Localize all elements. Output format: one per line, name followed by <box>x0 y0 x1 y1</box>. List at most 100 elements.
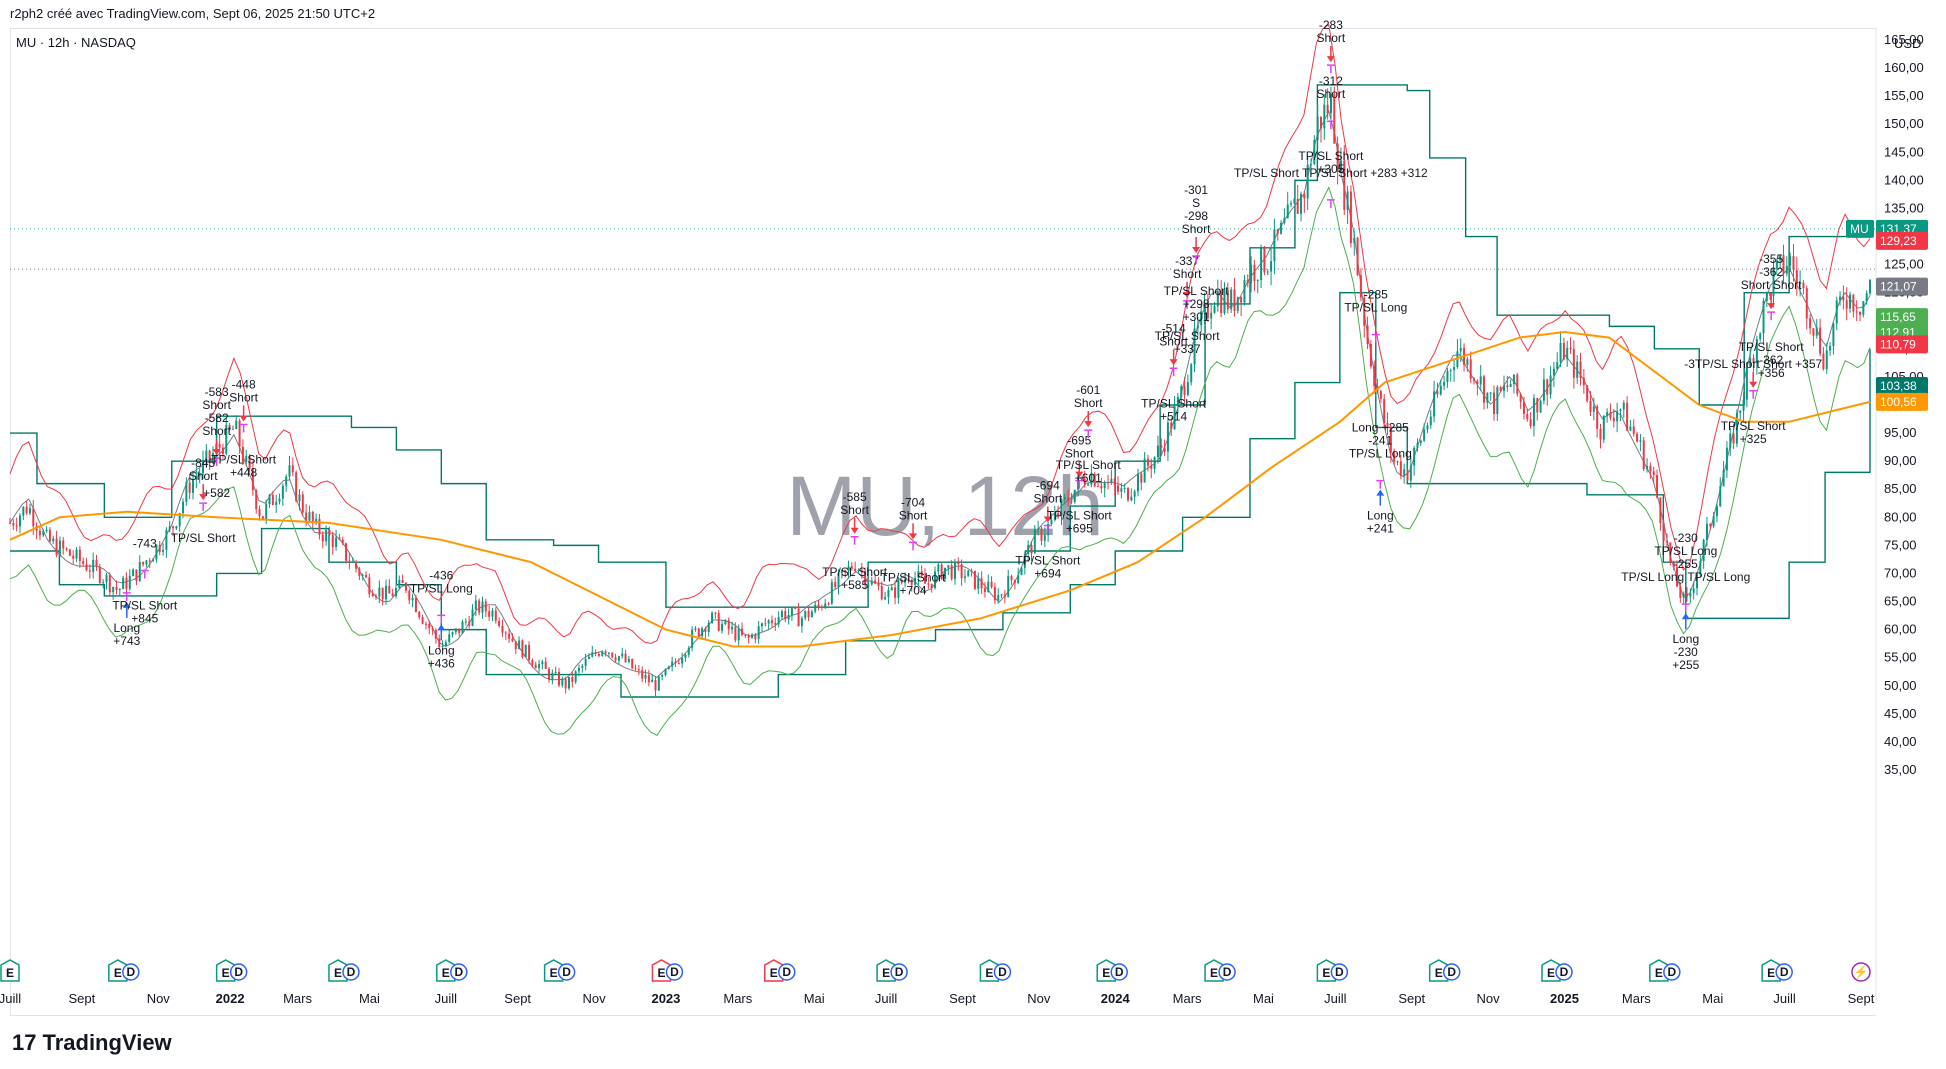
candle-body <box>1353 237 1356 243</box>
tradingview-logo[interactable]: 17 TradingView <box>12 1030 172 1056</box>
candle-body <box>68 549 71 556</box>
signal-long[interactable]: -230 TP/SL Long -255 TP/SL Long TP/SL LongL… <box>1621 531 1750 672</box>
signal-label-line: TP/SL Short <box>1164 284 1230 298</box>
candle-body <box>1190 364 1193 383</box>
signal-short[interactable]: -694 Short TP/SL Short +694 <box>1015 479 1081 581</box>
symbol-info[interactable]: MU · 12h · NASDAQ <box>16 35 136 50</box>
signal-tp[interactable]: TP/SL Short TP/SL Short +283 +312 <box>1234 166 1428 208</box>
candle-body <box>983 588 986 593</box>
long-arrowhead-icon <box>437 624 446 631</box>
signal-long[interactable]: Long +743 <box>113 592 141 648</box>
time-tick-label: Nov <box>147 991 171 1006</box>
signal-label-line: -845 <box>191 456 215 470</box>
candle-body <box>1213 306 1216 313</box>
earnings-marker[interactable]: ⚡ <box>1851 962 1871 982</box>
signal-short[interactable]: -845 Short TP/SL Short <box>171 456 237 545</box>
signal-short[interactable]: -312 Short TP/SL Short +305 <box>1298 74 1364 176</box>
candle-body <box>1572 348 1575 378</box>
channel-layer <box>10 84 1871 698</box>
signal-label-line: +298 <box>1183 297 1210 311</box>
signal-short[interactable]: -3TP/SL Short Short +357 TP/SL Short +325 <box>1684 357 1822 446</box>
signal-long[interactable]: Long +285 -241 TP/SL Long Long +241 <box>1349 421 1412 536</box>
candle-body <box>78 549 81 562</box>
candle-body <box>1393 452 1396 462</box>
signal-long[interactable]: -436 TP/SL Long Long +436 <box>410 568 473 670</box>
signal-short[interactable]: -448 Short TP/SL Short +448 <box>211 377 277 479</box>
dividend-icon <box>229 963 248 981</box>
signal-label-line: Short <box>1065 447 1094 461</box>
candle-body <box>198 473 201 477</box>
tp-marker-icon <box>1043 524 1052 534</box>
candle-body <box>1795 269 1798 284</box>
candle-body <box>1682 593 1685 598</box>
candle-body <box>1126 488 1129 501</box>
candle-body <box>448 634 451 643</box>
candle-body <box>731 627 734 630</box>
candle-body <box>1146 458 1149 466</box>
signal-label-line: -694 <box>1036 479 1060 493</box>
candle-body <box>953 561 956 580</box>
tp-marker-icon <box>1681 603 1690 613</box>
candle-body <box>235 420 238 429</box>
signal-label-line: Short <box>1074 396 1103 410</box>
candle-body <box>734 627 737 641</box>
earnings-marker[interactable]: E <box>0 959 20 982</box>
candle-body <box>1093 473 1096 487</box>
signal-short[interactable]: -585 Short TP/SL Short +585 <box>822 490 888 592</box>
candle-body <box>1403 469 1406 476</box>
candle-body <box>255 490 258 510</box>
candle-body <box>1489 392 1492 394</box>
candle-body <box>1832 323 1835 347</box>
candle-body <box>1100 486 1103 489</box>
signal-label-above: -448 Short <box>229 377 258 404</box>
signal-tp[interactable]: -285 TP/SL Long <box>1344 288 1407 343</box>
signal-short[interactable]: -704 Short TP/SL Short +704 <box>881 495 947 597</box>
candle-body <box>291 465 294 473</box>
candle-body <box>774 623 777 625</box>
tp-marker-icon <box>1192 255 1201 264</box>
signal-short[interactable]: -695 Short TP/SL Short +695 <box>1047 434 1113 536</box>
signal-tp[interactable]: -743 TP/SL Short +845 <box>112 536 178 625</box>
signal-short[interactable]: -283 Short <box>1317 18 1346 74</box>
candle-body <box>1336 143 1339 172</box>
candle-body <box>1549 375 1552 395</box>
signal-label-line: Short <box>1033 492 1062 506</box>
candle-body <box>295 472 298 502</box>
dividend-glyph: D <box>454 965 463 979</box>
candle-body <box>697 628 700 637</box>
candle-body <box>1286 204 1289 219</box>
short-arrowhead-icon <box>1749 381 1758 388</box>
price-badge-value: 121,07 <box>1880 280 1917 294</box>
signal-short[interactable]: -583 Short -582 Short+582 <box>202 385 231 500</box>
candle-body <box>1439 385 1442 395</box>
signal-short[interactable]: -514 Short TP/SL Short +514 <box>1141 321 1207 423</box>
dividend-icon <box>1663 963 1681 981</box>
signal-label-line: -585 <box>843 490 867 504</box>
signal-label-line: TP/SL Short <box>1015 554 1081 568</box>
dividend-glyph: D <box>1780 965 1789 979</box>
candle-body <box>32 508 35 527</box>
price-badge: 103,38 <box>1876 377 1928 396</box>
short-arrowhead-icon <box>850 527 859 534</box>
